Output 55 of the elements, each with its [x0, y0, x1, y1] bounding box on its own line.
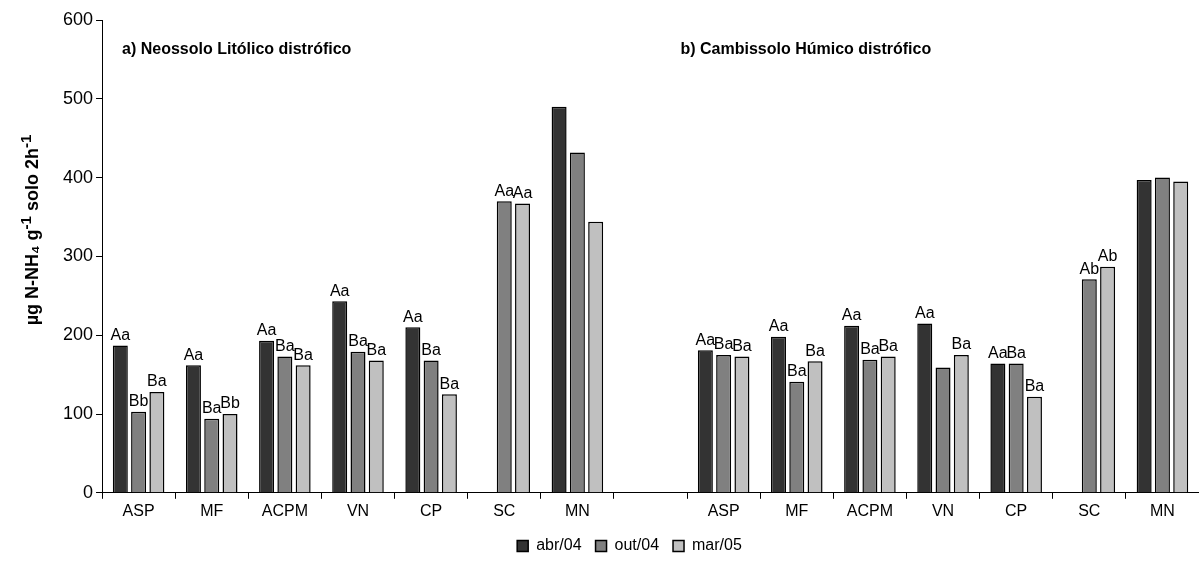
x-tick-label: ACPM	[261, 501, 308, 519]
x-tick-label: MF	[785, 501, 809, 519]
data-label: Ba	[732, 336, 752, 354]
y-tick-label: 100	[62, 402, 94, 423]
y-tick-label: 200	[62, 324, 94, 345]
data-label: Ab	[1097, 247, 1118, 265]
x-tick-label: MN	[564, 501, 590, 519]
data-label: Aa	[695, 330, 716, 348]
y-tick-label: 500	[62, 87, 94, 108]
annotation: b) Cambissolo Húmico distrófico	[680, 40, 932, 58]
data-label: Ba	[786, 362, 807, 380]
x-tick-label: CP	[420, 501, 443, 519]
data-label: Aa	[329, 281, 350, 299]
data-label: Aa	[256, 321, 277, 339]
data-label: Bb	[128, 392, 149, 410]
data-label: Ba	[421, 340, 442, 358]
x-tick-label: SC	[1078, 501, 1101, 519]
y-tick-label: 400	[62, 166, 94, 187]
y-tick-label: 300	[62, 245, 94, 266]
x-tick-label: ASP	[122, 501, 155, 519]
data-label: Ba	[805, 341, 825, 359]
legend-label: mar/05	[692, 536, 742, 554]
data-label: Aa	[403, 307, 423, 325]
data-label: Aa	[768, 317, 789, 335]
data-label: Bb	[220, 394, 240, 412]
x-tick-label: SC	[493, 501, 516, 519]
x-tick-label: MF	[200, 501, 224, 519]
data-label: Ba	[275, 336, 295, 354]
data-label: Aa	[183, 345, 204, 363]
data-label: Ba	[366, 340, 387, 358]
data-label: Ba	[439, 374, 460, 392]
data-label: Ba	[951, 335, 972, 353]
x-tick-label: VN	[346, 501, 370, 519]
data-label: Ba	[860, 340, 880, 358]
x-tick-label: ACPM	[846, 501, 894, 519]
annotation: a) Neossolo Litólico distrófico	[122, 40, 352, 58]
y-tick-label: 0	[83, 481, 94, 502]
y-tick-label: 600	[62, 8, 94, 29]
data-label: Ba	[1006, 343, 1027, 361]
data-label: Ba	[147, 372, 167, 390]
legend-label: out/04	[614, 536, 660, 554]
data-label: Aa	[841, 306, 862, 324]
data-label: Ba	[201, 399, 222, 417]
data-label: Ba	[293, 345, 314, 363]
x-tick-label: ASP	[707, 501, 740, 519]
x-tick-label: MN	[1149, 501, 1175, 519]
data-label: Aa	[914, 303, 935, 321]
data-label: Aa	[512, 184, 533, 202]
data-label: Aa	[988, 343, 1008, 361]
x-tick-label: VN	[931, 501, 955, 519]
data-label: Ba	[348, 332, 368, 350]
data-label: Aa	[110, 325, 131, 343]
data-label: Ba	[1024, 377, 1045, 395]
legend-label: abr/04	[536, 536, 582, 554]
x-tick-label: CP	[1005, 501, 1028, 519]
